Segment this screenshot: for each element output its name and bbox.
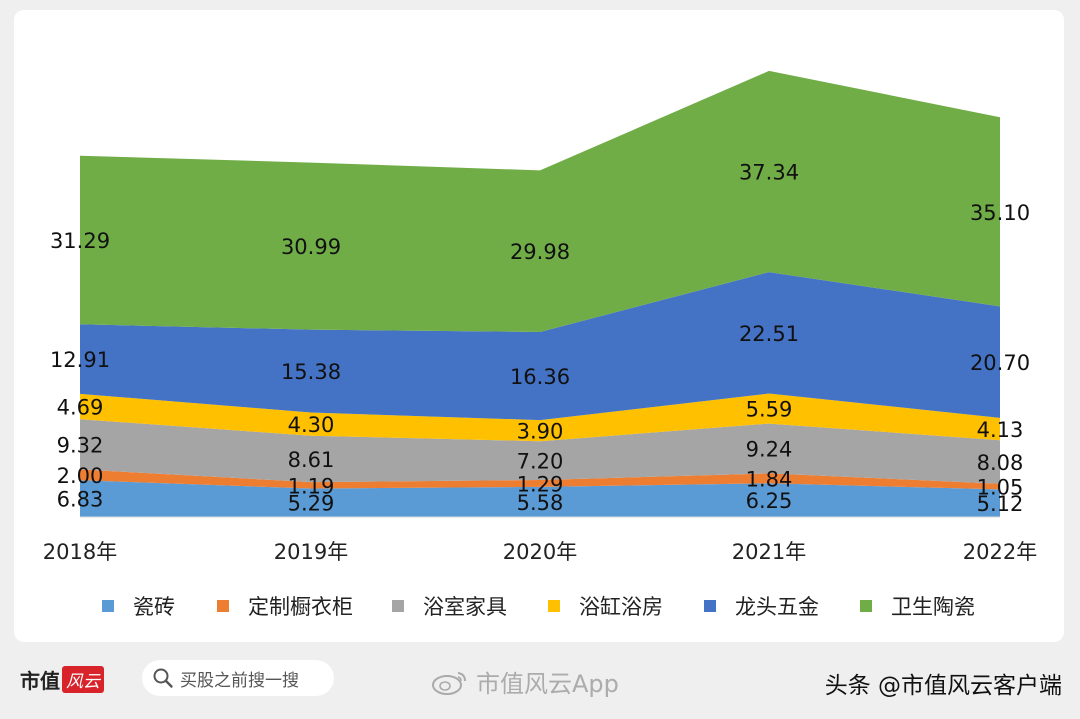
x-tick-label: 2018年 [43, 540, 117, 564]
data-label: 12.91 [50, 348, 110, 372]
app-watermark: 市值风云App [430, 664, 619, 699]
search-box[interactable]: 买股之前搜一搜 [142, 660, 334, 696]
x-tick-label: 2021年 [732, 540, 806, 564]
data-label: 7.20 [517, 450, 564, 474]
legend-label: 瓷砖 [133, 595, 175, 619]
legend-swatch [217, 600, 229, 612]
legend-item[interactable]: 浴室家具 [392, 595, 507, 619]
data-label: 20.70 [970, 351, 1030, 375]
legend-item[interactable]: 龙头五金 [704, 595, 819, 619]
data-label: 6.25 [746, 489, 793, 513]
data-label: 1.05 [977, 476, 1024, 500]
data-label: 35.10 [970, 201, 1030, 225]
data-label: 31.29 [50, 229, 110, 253]
x-tick-label: 2022年 [963, 540, 1037, 564]
legend-label: 浴室家具 [423, 595, 507, 619]
data-label: 3.90 [517, 420, 564, 444]
data-label: 1.29 [517, 472, 564, 496]
data-label: 5.29 [288, 492, 335, 516]
data-label: 22.51 [739, 322, 799, 346]
brand-text: 市值 [20, 668, 60, 693]
series-area-4 [80, 272, 1000, 421]
data-label: 29.98 [510, 240, 570, 264]
data-label: 15.38 [281, 360, 341, 384]
series-area-0 [80, 480, 1000, 517]
data-label: 16.36 [510, 365, 570, 389]
search-placeholder: 买股之前搜一搜 [180, 670, 299, 691]
data-label: 2.00 [57, 464, 104, 488]
source-credit: 头条 @市值风云客户端 [824, 673, 1062, 699]
series-area-5 [80, 70, 1000, 333]
data-label: 5.59 [746, 398, 793, 422]
data-label: 37.34 [739, 161, 799, 185]
brand-mark: 风云 [62, 665, 104, 693]
legend-swatch [860, 600, 872, 612]
data-label: 30.99 [281, 235, 341, 259]
watermark-text: 市值风云App [476, 670, 619, 698]
legend-label: 卫生陶瓷 [891, 595, 975, 619]
data-label: 6.83 [57, 488, 104, 512]
legend-label: 龙头五金 [735, 595, 819, 619]
series-area-3 [80, 393, 1000, 442]
brand-logo[interactable]: 市值 风云 [20, 664, 104, 694]
data-label: 5.12 [977, 492, 1024, 516]
data-label: 5.58 [517, 491, 564, 515]
data-label: 1.19 [288, 474, 335, 498]
legend-swatch [392, 600, 404, 612]
legend-item[interactable]: 卫生陶瓷 [860, 595, 975, 619]
legend-swatch [548, 600, 560, 612]
chart-card: 6.83 5.29 5.58 6.25 5.12 2.00 1.19 1.29 1.84 1.05… [14, 10, 1064, 642]
data-label: 8.08 [977, 451, 1024, 475]
footer-bar: 市值 风云 买股之前搜一搜 市值风云App 头条 @市值风云客户端 [0, 642, 1080, 719]
data-label: 4.69 [57, 396, 104, 420]
data-label: 9.24 [746, 438, 793, 462]
data-label: 8.61 [288, 448, 335, 472]
legend-item[interactable]: 浴缸浴房 [548, 595, 663, 619]
legend-label: 定制橱衣柜 [248, 595, 353, 619]
series-area-2 [80, 419, 1000, 484]
legend-item[interactable]: 定制橱衣柜 [217, 595, 353, 619]
legend-swatch [102, 600, 114, 612]
legend-item[interactable]: 瓷砖 [102, 595, 175, 619]
x-tick-label: 2020年 [503, 540, 577, 564]
x-tick-label: 2019年 [274, 540, 348, 564]
search-icon [153, 668, 173, 688]
data-label: 4.13 [977, 418, 1024, 442]
stacked-area-chart: 6.83 5.29 5.58 6.25 5.12 2.00 1.19 1.29 1.84 1.05… [43, 70, 1037, 619]
legend-label: 浴缸浴房 [579, 595, 663, 619]
legend-swatch [704, 600, 716, 612]
data-label: 4.30 [288, 413, 335, 437]
data-label: 1.84 [746, 467, 793, 491]
weibo-icon [432, 671, 466, 695]
series-area-1 [80, 469, 1000, 490]
data-label: 9.32 [57, 433, 104, 457]
